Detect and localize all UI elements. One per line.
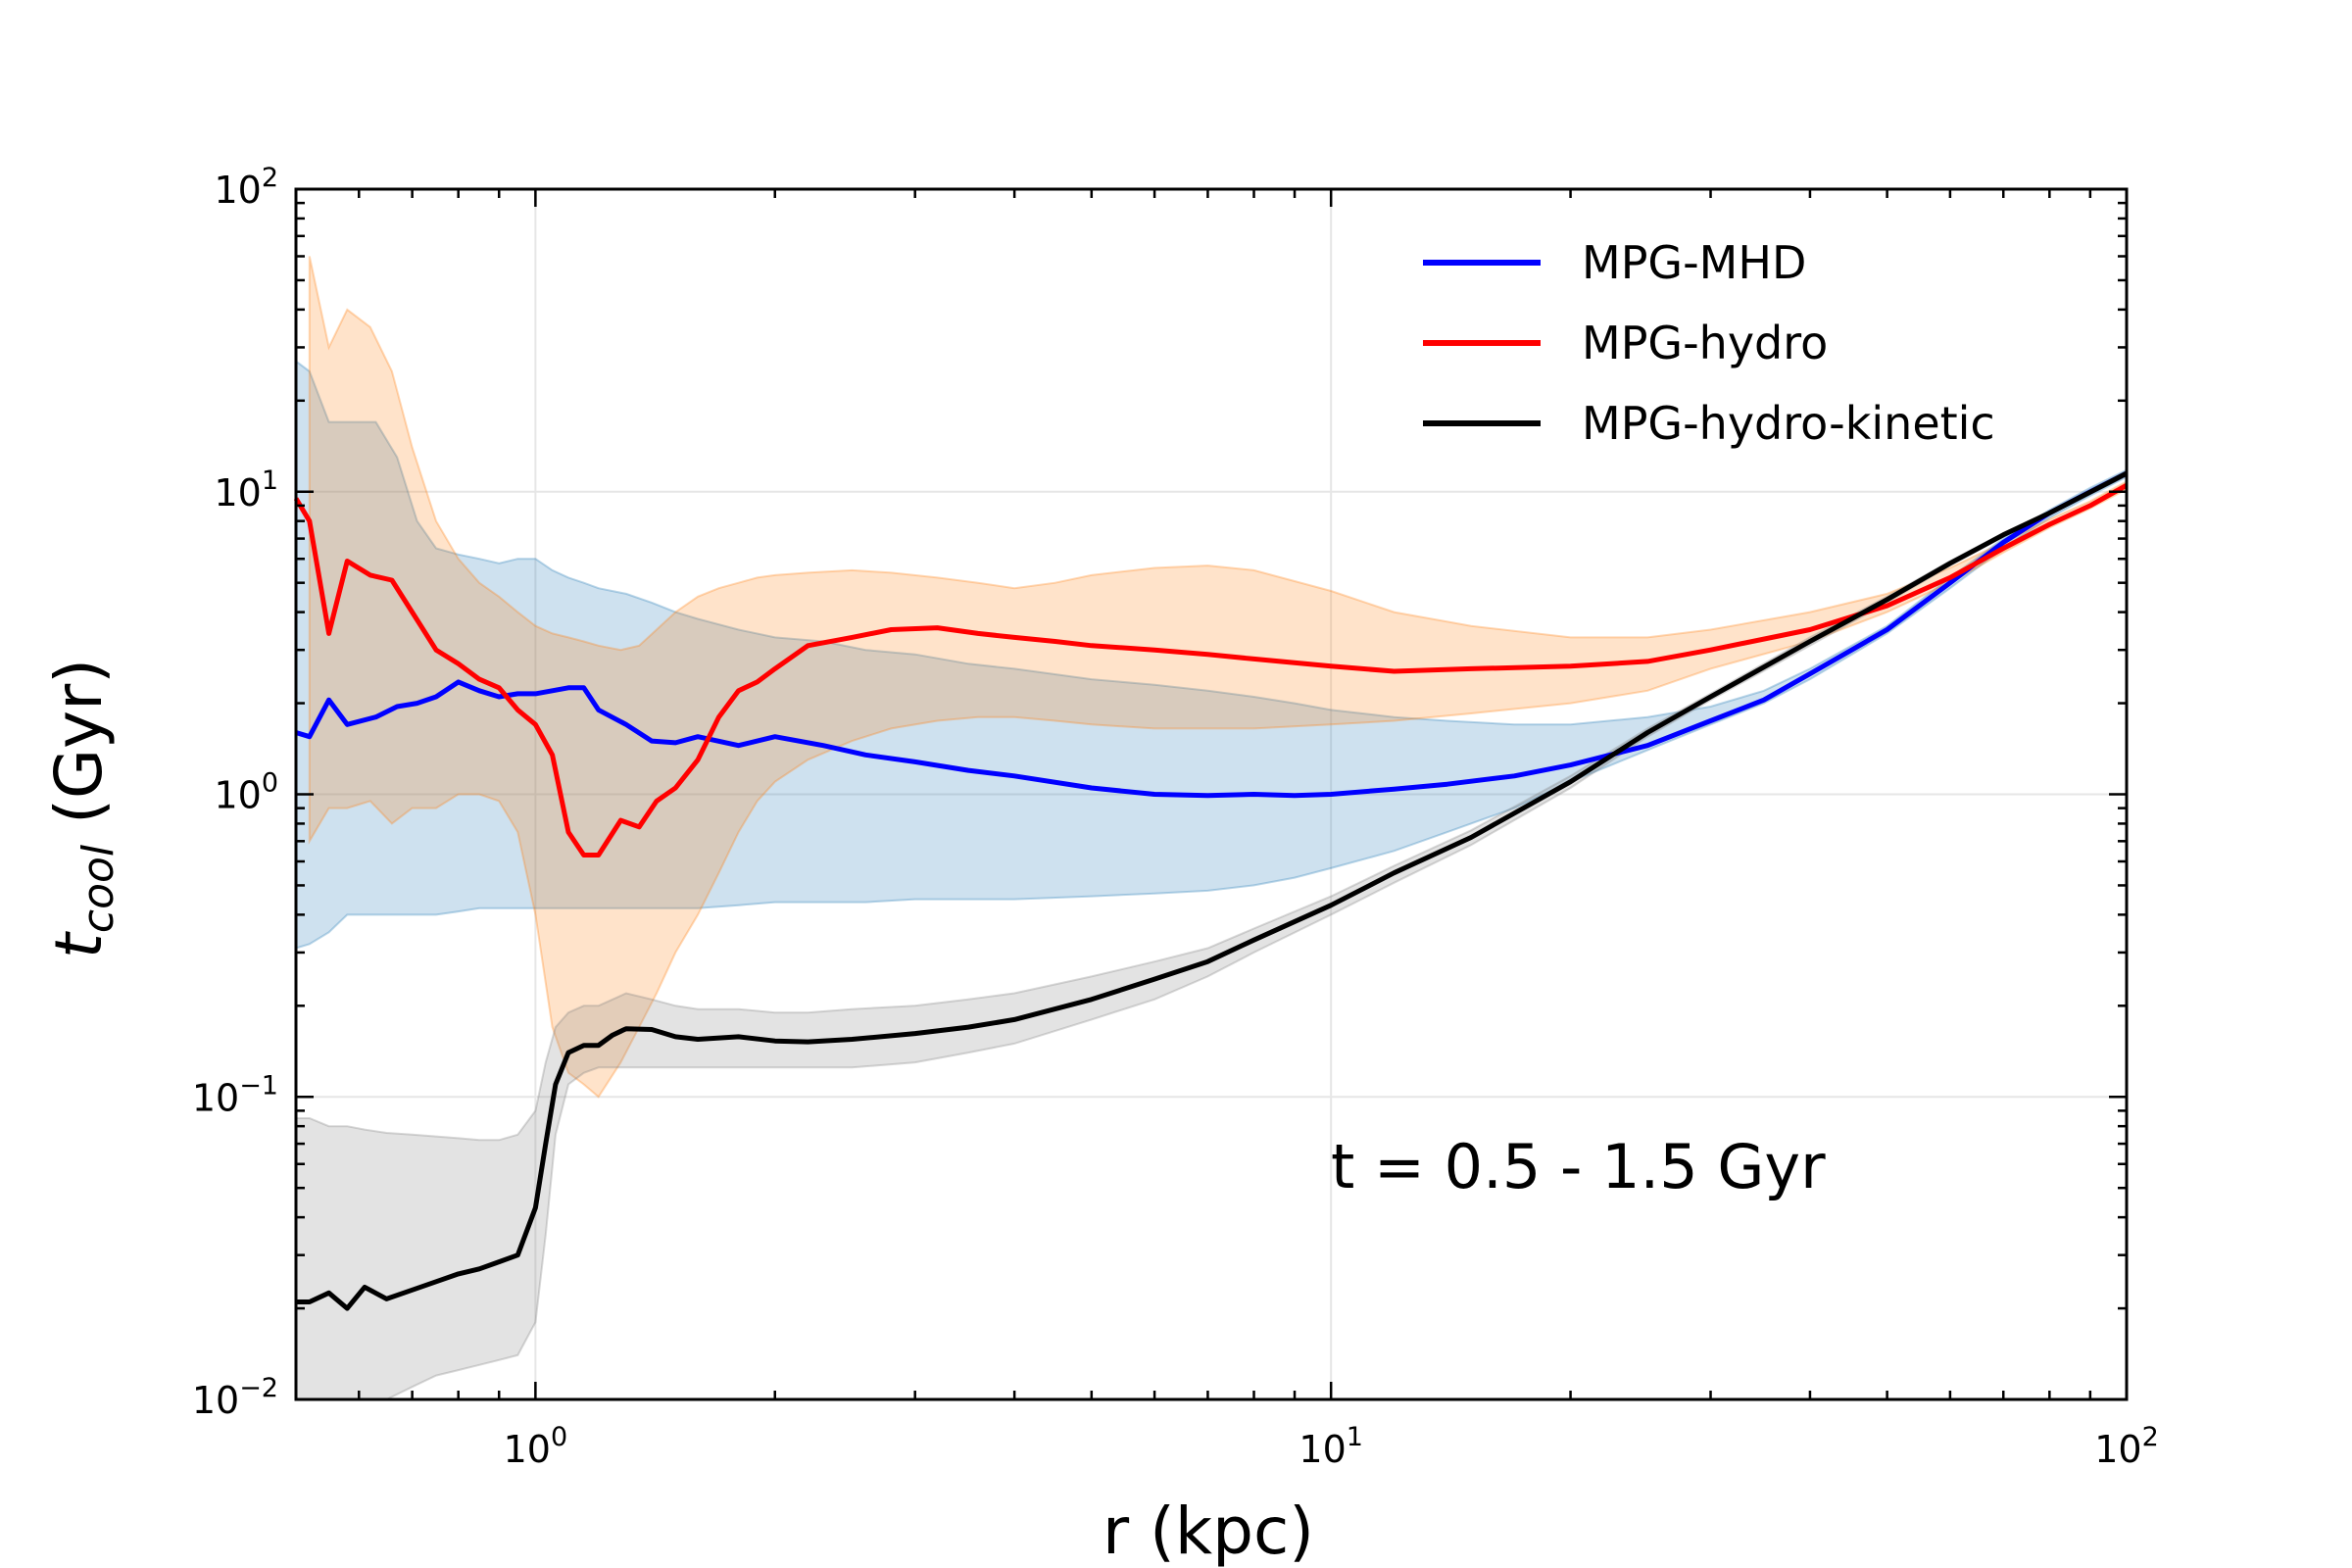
x-tick-labels: 100 101 102: [504, 1422, 2159, 1471]
line-mpg-hydro-kinetic: [296, 470, 2129, 1311]
y-axis-title-unit: (Gyr): [41, 659, 117, 845]
y-tick-label: 100: [214, 768, 278, 817]
y-tick-label: 101: [214, 466, 278, 514]
y-axis-title-sub: cool: [74, 844, 123, 933]
legend: MPG-MHD MPG-hydro MPG-hydro-kinetic: [1423, 236, 1995, 450]
x-tick-label: 100: [504, 1422, 568, 1471]
x-tick-label: 102: [2094, 1422, 2159, 1471]
x-axis-title: r (kpc): [1102, 1494, 1314, 1568]
y-tick-label: 10−1: [192, 1070, 278, 1119]
line-mpg-hydro: [293, 483, 2129, 858]
x-tick-label: 101: [1298, 1422, 1363, 1471]
line-mpg-mhd: [295, 470, 2129, 799]
time-range-annotation: t = 0.5 - 1.5 Gyr: [1331, 1131, 1826, 1202]
legend-label: MPG-hydro: [1582, 317, 1828, 369]
legend-label: MPG-MHD: [1582, 236, 1806, 289]
y-axis-title-main: t: [41, 931, 117, 958]
y-tick-label: 10−2: [192, 1373, 278, 1422]
y-tick-labels: 10−2 10−1 100 101 102: [192, 163, 278, 1422]
y-tick-label: 102: [214, 163, 278, 212]
series-lines: [293, 470, 2129, 1311]
legend-label: MPG-hydro-kinetic: [1582, 397, 1995, 450]
axis-ticks: [294, 187, 2129, 1401]
y-axis-title: tcool (Gyr): [41, 659, 123, 958]
